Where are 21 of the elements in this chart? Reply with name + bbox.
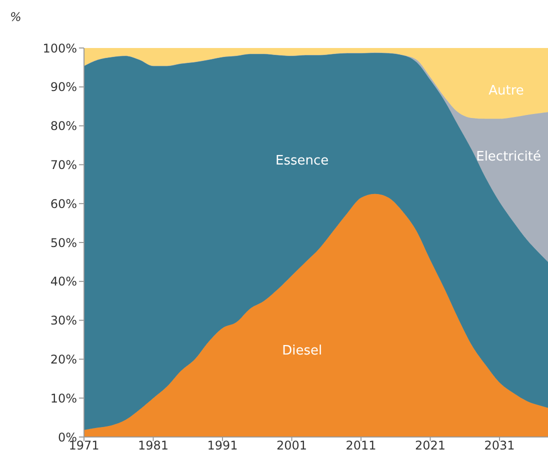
y-tick-label: 30% [50,314,77,328]
y-axis-title: % [10,10,22,24]
series-label: Essence [276,153,329,168]
y-tick-label: 80% [50,119,77,134]
series-label: Autre [488,83,524,98]
x-tick-label: 2011 [346,438,376,453]
y-tick-label: 40% [50,274,77,289]
x-tick-label: 1991 [207,438,238,453]
y-tick-label: 70% [50,158,77,172]
x-tick-label: 2001 [276,438,308,453]
y-tick-label: 60% [50,196,77,211]
series-label: Diesel [282,344,322,359]
y-tick-label: 50% [50,236,77,250]
x-tick-label: 2021 [414,438,446,453]
y-tick-label: 10% [50,391,77,406]
series-label: Electricité [476,149,541,164]
x-tick-label: 2031 [484,438,515,453]
y-tick-label: 100% [42,41,77,56]
y-tick-label: 20% [50,352,77,366]
y-tick-label: 90% [50,80,77,94]
x-tick-label: 1981 [138,438,169,453]
